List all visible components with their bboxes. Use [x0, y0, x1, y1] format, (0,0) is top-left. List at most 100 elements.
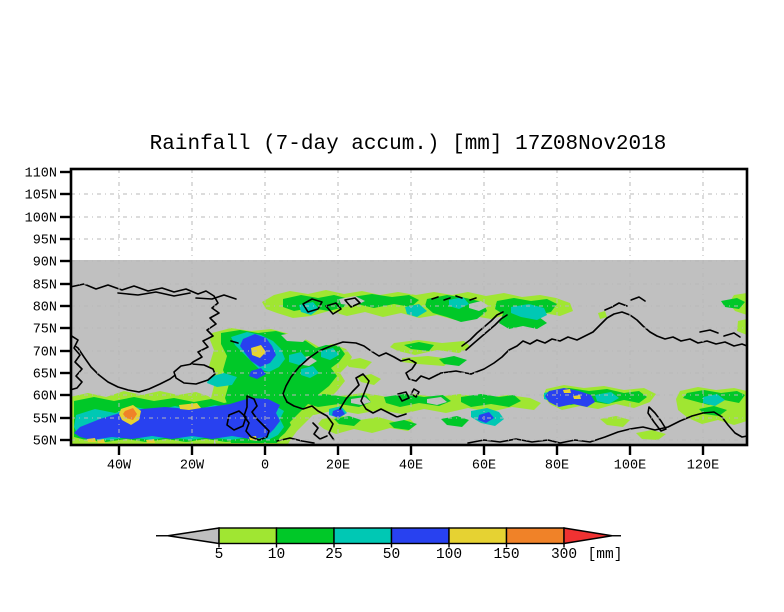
lon-tick-label: 0	[261, 459, 269, 474]
colorbar-segment-cy	[333, 527, 393, 545]
rain-patch-g2	[304, 394, 371, 407]
lon-tick-label: 40E	[399, 459, 423, 474]
colorbar-below-min-arrow	[167, 527, 220, 545]
rain-patch-bl	[332, 408, 345, 418]
rain-patch-or	[123, 408, 137, 420]
rain-patch-g1	[344, 358, 372, 369]
land-fill-outline	[173, 363, 216, 385]
coastline-path	[117, 291, 191, 297]
coastline-path	[195, 294, 237, 300]
rain-patch-bl	[478, 412, 494, 423]
plot-title: Rainfall (7-day accum.) [mm] 17Z08Nov201…	[149, 133, 667, 156]
lat-tick-label: 95N	[33, 234, 57, 249]
rain-patch-ye	[87, 438, 96, 442]
lat-tick-label: 100N	[25, 212, 57, 227]
coastline-path	[431, 295, 477, 301]
colorbar-segment-ye	[448, 527, 508, 545]
colorbar-tick-label: 100	[436, 547, 462, 563]
coastline-path	[282, 341, 472, 403]
rain-patch-bg	[469, 301, 489, 311]
lat-tick-label: 80N	[33, 301, 57, 316]
rain-patch-g2	[425, 295, 487, 322]
plot-frame	[69, 167, 749, 447]
colorbar-tick-label: 150	[493, 547, 519, 563]
colorbar-tick-label: 10	[268, 547, 285, 563]
colorbar-tick-label: 25	[325, 547, 342, 563]
rain-patch-g2	[352, 294, 419, 308]
colorbar-segment-bl	[390, 527, 450, 545]
colorbar-unit-label: [mm]	[588, 547, 623, 563]
coastline-path	[230, 340, 239, 344]
coastline-path	[604, 296, 646, 311]
land-fill-outline	[71, 283, 220, 393]
rain-patch-g2	[404, 342, 434, 351]
lat-tick-label: 90N	[33, 256, 57, 271]
lon-tick-label: 20W	[180, 459, 205, 474]
colorbar-above-max-arrow	[563, 527, 613, 545]
rain-patch-ye	[179, 403, 201, 410]
lat-tick-label: 70N	[33, 346, 57, 361]
rain-patch-g1	[737, 319, 747, 335]
rain-patch-g1	[598, 311, 607, 319]
landmass-layer	[71, 283, 220, 393]
rain-patch-g2	[721, 298, 745, 309]
colorbar-tick-label: 300	[551, 547, 577, 563]
rain-patch-cy	[289, 352, 307, 365]
rain-patch-g1	[402, 356, 452, 366]
rain-patch-g1	[636, 430, 666, 440]
colorbar-tick-label: 50	[383, 547, 400, 563]
rain-patch-cy	[207, 373, 237, 387]
coastline-path	[647, 406, 667, 432]
coastline-path	[286, 401, 335, 441]
colorbar-segment-or	[505, 527, 565, 545]
lat-tick-label: 85N	[33, 279, 57, 294]
rain-patch-cy	[301, 366, 319, 378]
lon-tick-label: 40W	[107, 459, 132, 474]
rain-patch-ye	[573, 395, 581, 399]
lat-tick-label: 55N	[33, 413, 57, 428]
rain-patch-cy	[703, 394, 725, 406]
coastline-layer	[117, 291, 747, 444]
rain-patch-ye	[563, 389, 571, 393]
rain-patch-bg	[427, 397, 447, 405]
rain-patch-bl	[249, 368, 266, 379]
rain-patch-bl	[74, 398, 280, 440]
rain-patch-bg	[281, 332, 309, 342]
lon-tick-label: 120E	[687, 459, 719, 474]
rain-patch-g2	[389, 420, 417, 430]
rain-patch-g2	[283, 295, 349, 311]
rain-patch-cy	[511, 304, 547, 320]
rain-patch-g2	[439, 356, 467, 366]
lon-tick-label: 80E	[545, 459, 569, 474]
lon-tick-label: 100E	[614, 459, 646, 474]
rain-patch-g1	[600, 416, 630, 427]
coastline-path	[410, 388, 420, 398]
lat-tick-label: 60N	[33, 390, 57, 405]
coastline-path	[226, 410, 247, 431]
rain-patch-ye	[251, 345, 266, 358]
coastline-path	[344, 297, 361, 308]
lon-tick-label: 60E	[472, 459, 496, 474]
lat-tick-label: 105N	[25, 189, 57, 204]
lat-tick-label: 110N	[25, 167, 57, 182]
coastline-path	[312, 422, 328, 440]
axis-ticks-and-labels: 110N 105N 100N 95N 90N 85N 80N 75N 70N 65N 60N 55N 5…	[25, 167, 720, 474]
rain-patch-g2	[334, 416, 361, 426]
lat-tick-label: 75N	[33, 323, 57, 338]
coastline-path	[470, 311, 747, 375]
lat-tick-label: 65N	[33, 368, 57, 383]
land-fill-outline	[71, 334, 83, 391]
coastline-path	[325, 302, 342, 315]
coastline-path	[699, 329, 741, 338]
rain-patch-g2	[441, 416, 469, 427]
colorbar-tick-label: 5	[215, 547, 224, 563]
lat-tick-label: 50N	[33, 435, 57, 450]
colorbar-segment-g2	[275, 527, 335, 545]
coastline-path	[339, 373, 407, 418]
lon-tick-label: 20E	[326, 459, 350, 474]
coastline-path	[397, 391, 410, 402]
colorbar: 5 10 25 50 100 150 300 [mm]	[156, 527, 623, 563]
rain-patch-g1	[357, 374, 381, 385]
